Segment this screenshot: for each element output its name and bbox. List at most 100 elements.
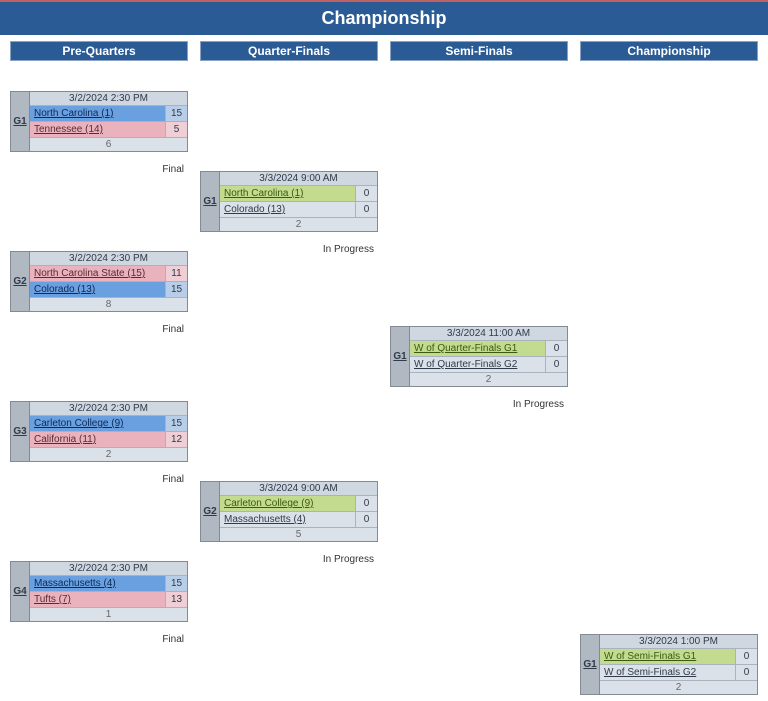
game-id-label[interactable]: G2 [200, 481, 220, 542]
col-quarter-finals: Quarter-Finals G13/3/2024 9:00 AMNorth C… [200, 41, 378, 67]
game-body: 3/3/2024 9:00 AMNorth Carolina (1)0Color… [220, 171, 378, 232]
game-body: 3/3/2024 1:00 PMW of Semi-Finals G10W of… [600, 634, 758, 695]
game-body: 3/3/2024 9:00 AMCarleton College (9)0Mas… [220, 481, 378, 542]
col-semi-finals: Semi-Finals G13/3/2024 11:00 AMW of Quar… [390, 41, 568, 67]
team-row: W of Semi-Finals G20 [600, 664, 757, 680]
game-body: 3/2/2024 2:30 PMNorth Carolina (1)15Tenn… [30, 91, 188, 152]
team-name[interactable]: Tennessee (14) [30, 122, 165, 137]
game-status: Final [162, 164, 184, 175]
team-row: Carleton College (9)0 [220, 495, 377, 511]
team-name[interactable]: W of Semi-Finals G1 [600, 649, 735, 664]
team-score: 5 [165, 122, 187, 137]
team-row: W of Quarter-Finals G10 [410, 340, 567, 356]
team-score: 15 [165, 282, 187, 297]
game-status: Final [162, 474, 184, 485]
game-id-label[interactable]: G3 [10, 401, 30, 462]
col-championship: Championship G13/3/2024 1:00 PMW of Semi… [580, 41, 758, 67]
game-id-label[interactable]: G1 [200, 171, 220, 232]
game-datetime: 3/3/2024 1:00 PM [600, 635, 757, 648]
game-footer: 2 [600, 680, 757, 694]
team-score: 0 [545, 341, 567, 356]
team-row: Massachusetts (4)0 [220, 511, 377, 527]
team-row: Carleton College (9)15 [30, 415, 187, 431]
col-pre-quarters: Pre-Quarters G13/2/2024 2:30 PMNorth Car… [10, 41, 188, 67]
game-status: Final [162, 324, 184, 335]
team-row: W of Quarter-Finals G20 [410, 356, 567, 372]
game-status: In Progress [513, 399, 564, 410]
team-name[interactable]: Tufts (7) [30, 592, 165, 607]
team-score: 0 [355, 496, 377, 511]
team-score: 11 [165, 266, 187, 281]
team-score: 13 [165, 592, 187, 607]
team-row: Tufts (7)13 [30, 591, 187, 607]
team-score: 15 [165, 416, 187, 431]
team-row: North Carolina State (15)11 [30, 265, 187, 281]
team-name[interactable]: W of Quarter-Finals G1 [410, 341, 545, 356]
team-name[interactable]: Carleton College (9) [30, 416, 165, 431]
game-card: G13/3/2024 9:00 AMNorth Carolina (1)0Col… [200, 171, 378, 232]
team-name[interactable]: North Carolina State (15) [30, 266, 165, 281]
game-footer: 6 [30, 137, 187, 151]
team-name[interactable]: W of Quarter-Finals G2 [410, 357, 545, 372]
team-name[interactable]: Colorado (13) [220, 202, 355, 217]
team-row: Tennessee (14)5 [30, 121, 187, 137]
game-card: G23/3/2024 9:00 AMCarleton College (9)0M… [200, 481, 378, 542]
team-score: 0 [735, 649, 757, 664]
game-card: G13/3/2024 11:00 AMW of Quarter-Finals G… [390, 326, 568, 387]
game-status: Final [162, 634, 184, 645]
team-row: Colorado (13)15 [30, 281, 187, 297]
game-datetime: 3/3/2024 9:00 AM [220, 482, 377, 495]
page-title: Championship [0, 0, 768, 35]
team-name[interactable]: Massachusetts (4) [220, 512, 355, 527]
game-status: In Progress [323, 554, 374, 565]
game-card: G33/2/2024 2:30 PMCarleton College (9)15… [10, 401, 188, 462]
game-card: G13/2/2024 2:30 PMNorth Carolina (1)15Te… [10, 91, 188, 152]
team-row: Massachusetts (4)15 [30, 575, 187, 591]
game-card: G13/3/2024 1:00 PMW of Semi-Finals G10W … [580, 634, 758, 695]
team-score: 0 [355, 186, 377, 201]
game-footer: 5 [220, 527, 377, 541]
game-datetime: 3/2/2024 2:30 PM [30, 92, 187, 105]
team-score: 15 [165, 106, 187, 121]
col-header-ch: Championship [580, 41, 758, 61]
game-card: G43/2/2024 2:30 PMMassachusetts (4)15Tuf… [10, 561, 188, 622]
team-row: North Carolina (1)0 [220, 185, 377, 201]
team-name[interactable]: North Carolina (1) [220, 186, 355, 201]
team-name[interactable]: Carleton College (9) [220, 496, 355, 511]
game-datetime: 3/2/2024 2:30 PM [30, 252, 187, 265]
team-score: 0 [355, 512, 377, 527]
team-score: 0 [355, 202, 377, 217]
game-id-label[interactable]: G4 [10, 561, 30, 622]
game-id-label[interactable]: G1 [10, 91, 30, 152]
col-header-pq: Pre-Quarters [10, 41, 188, 61]
game-id-label[interactable]: G2 [10, 251, 30, 312]
game-status: In Progress [323, 244, 374, 255]
game-body: 3/2/2024 2:30 PMCarleton College (9)15Ca… [30, 401, 188, 462]
team-score: 0 [545, 357, 567, 372]
game-footer: 2 [410, 372, 567, 386]
team-name[interactable]: W of Semi-Finals G2 [600, 665, 735, 680]
team-row: Colorado (13)0 [220, 201, 377, 217]
team-score: 12 [165, 432, 187, 447]
game-footer: 8 [30, 297, 187, 311]
game-footer: 2 [220, 217, 377, 231]
team-score: 15 [165, 576, 187, 591]
team-name[interactable]: California (11) [30, 432, 165, 447]
game-body: 3/2/2024 2:30 PMMassachusetts (4)15Tufts… [30, 561, 188, 622]
team-name[interactable]: North Carolina (1) [30, 106, 165, 121]
bracket-container: Pre-Quarters G13/2/2024 2:30 PMNorth Car… [0, 35, 768, 77]
game-datetime: 3/2/2024 2:30 PM [30, 562, 187, 575]
team-name[interactable]: Colorado (13) [30, 282, 165, 297]
game-id-label[interactable]: G1 [580, 634, 600, 695]
team-row: W of Semi-Finals G10 [600, 648, 757, 664]
team-name[interactable]: Massachusetts (4) [30, 576, 165, 591]
team-row: California (11)12 [30, 431, 187, 447]
game-card: G23/2/2024 2:30 PMNorth Carolina State (… [10, 251, 188, 312]
col-header-sf: Semi-Finals [390, 41, 568, 61]
game-datetime: 3/3/2024 11:00 AM [410, 327, 567, 340]
game-datetime: 3/3/2024 9:00 AM [220, 172, 377, 185]
game-footer: 2 [30, 447, 187, 461]
game-id-label[interactable]: G1 [390, 326, 410, 387]
game-body: 3/3/2024 11:00 AMW of Quarter-Finals G10… [410, 326, 568, 387]
game-footer: 1 [30, 607, 187, 621]
